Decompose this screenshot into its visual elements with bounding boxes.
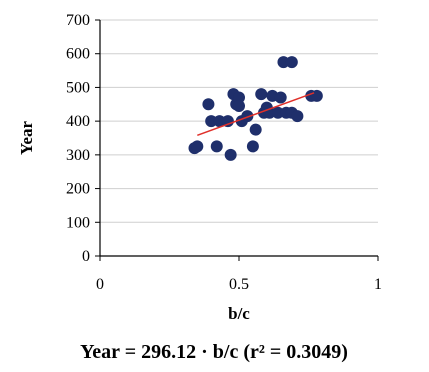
- data-point: [221, 115, 234, 128]
- data-point: [285, 56, 298, 69]
- data-point: [210, 140, 223, 153]
- x-tick-labels: 0 0.5 1: [96, 276, 382, 293]
- data-point: [277, 56, 290, 69]
- x-tick-label: 0.5: [229, 276, 249, 293]
- y-tick-labels: 0 100 200 300 400 500 600 700: [66, 12, 90, 265]
- data-point: [213, 115, 226, 128]
- data-point: [191, 140, 204, 153]
- data-point: [291, 110, 304, 123]
- y-tick-label: 100: [66, 214, 90, 231]
- data-point: [233, 91, 245, 104]
- data-point: [224, 148, 237, 161]
- y-tick-label: 700: [66, 12, 90, 29]
- x-tick-label: 1: [374, 276, 382, 293]
- x-tick-label: 0: [96, 276, 104, 293]
- trendline: [197, 92, 315, 137]
- y-tick-label: 0: [82, 248, 90, 265]
- data-point: [271, 106, 284, 119]
- y-tick-label: 200: [66, 181, 90, 198]
- data-point: [249, 123, 262, 136]
- data-point: [233, 99, 245, 112]
- data-point: [310, 89, 323, 102]
- regression-equation: Year = 296.12 · b/c (r² = 0.3049): [80, 341, 348, 363]
- data-point: [202, 98, 215, 111]
- trendline-group: [197, 92, 315, 137]
- data-point: [255, 88, 268, 101]
- axes: [99, 20, 378, 257]
- data-points: [188, 56, 323, 161]
- y-tick-label: 600: [66, 46, 90, 63]
- data-point: [241, 110, 254, 123]
- y-axis-title: Year: [17, 121, 36, 155]
- data-point: [246, 140, 259, 153]
- data-point: [205, 115, 218, 128]
- gridlines: [95, 19, 379, 261]
- y-tick-label: 300: [66, 147, 90, 164]
- y-tick-label: 400: [66, 113, 90, 130]
- x-axis-title: b/c: [228, 304, 250, 323]
- data-point: [274, 91, 287, 104]
- y-tick-label: 500: [66, 79, 90, 96]
